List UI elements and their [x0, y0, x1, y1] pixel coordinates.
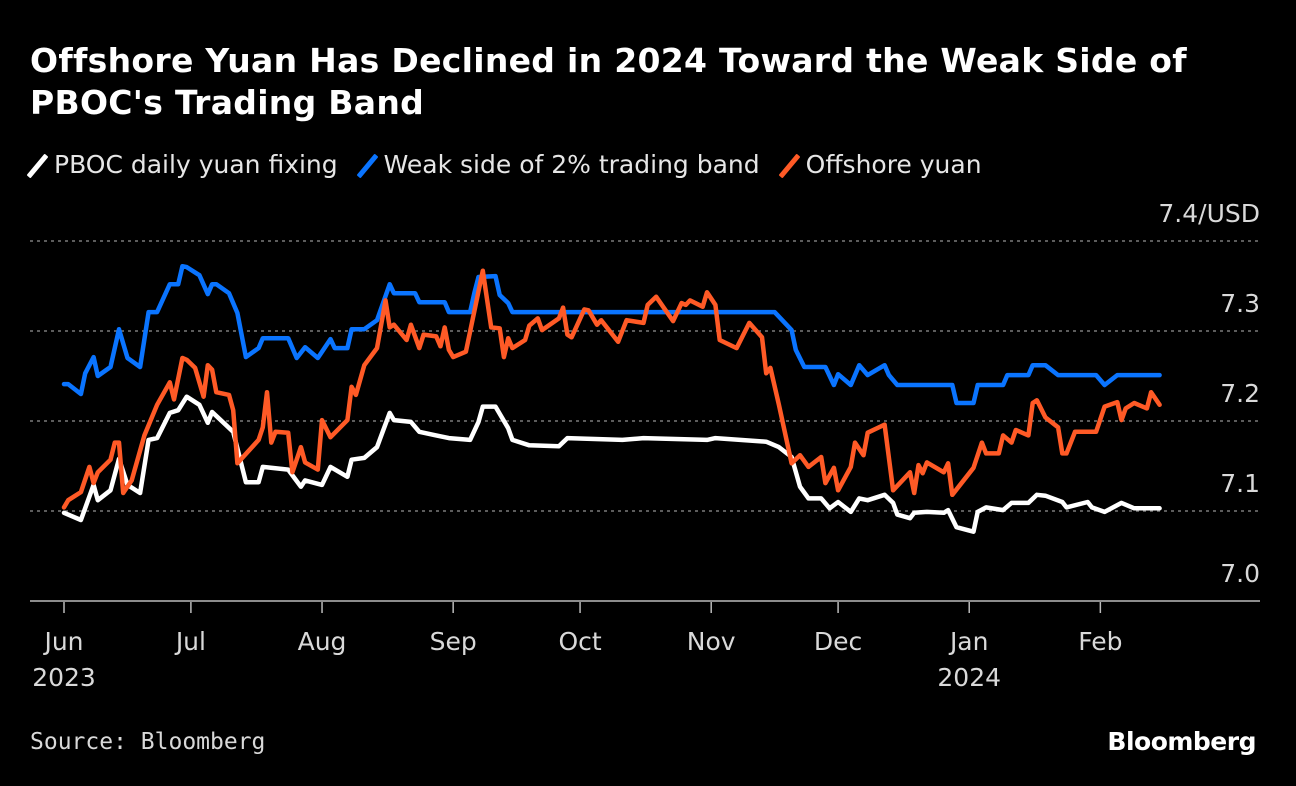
- legend-label: Weak side of 2% trading band: [383, 150, 760, 179]
- series-line-offshore-yuan: [61, 268, 1162, 510]
- x-tick-label: Jun: [42, 627, 83, 656]
- x-tick-label: Sep: [430, 627, 477, 656]
- legend: PBOC daily yuan fixing Weak side of 2% t…: [30, 150, 982, 179]
- x-tick-year-label: 2023: [32, 663, 96, 692]
- x-tick-label: Feb: [1078, 627, 1122, 656]
- x-tick-label: Nov: [687, 627, 736, 656]
- chart-title: Offshore Yuan Has Declined in 2024 Towar…: [30, 41, 1187, 122]
- bloomberg-logo: Bloomberg: [1107, 727, 1256, 756]
- y-tick-label: 7.4/USD: [1158, 199, 1260, 228]
- legend-item-offshore-yuan: Offshore yuan: [782, 150, 982, 179]
- x-tick-year-label: 2024: [937, 663, 1001, 692]
- legend-label: PBOC daily yuan fixing: [54, 150, 338, 179]
- series-line-weak-side-of-2-trading-band: [61, 263, 1162, 406]
- legend-item-pboc-fixing: PBOC daily yuan fixing: [30, 150, 338, 179]
- legend-item-weak-side-band: Weak side of 2% trading band: [360, 150, 760, 179]
- series-line-pboc-daily-yuan-fixing: [61, 394, 1162, 534]
- y-tick-label: 7.3: [1220, 289, 1260, 318]
- x-tick-label: Jul: [174, 627, 206, 656]
- x-tick-label: Jan: [948, 627, 989, 656]
- legend-label: Offshore yuan: [805, 150, 982, 179]
- y-tick-label: 7.2: [1220, 379, 1260, 408]
- source-note: Source: Bloomberg: [30, 729, 266, 755]
- x-tick-label: Aug: [298, 627, 347, 656]
- x-tick-label: Dec: [814, 627, 862, 656]
- y-tick-label: 7.0: [1220, 559, 1260, 588]
- y-tick-label: 7.1: [1220, 469, 1260, 498]
- x-tick-label: Oct: [558, 627, 601, 656]
